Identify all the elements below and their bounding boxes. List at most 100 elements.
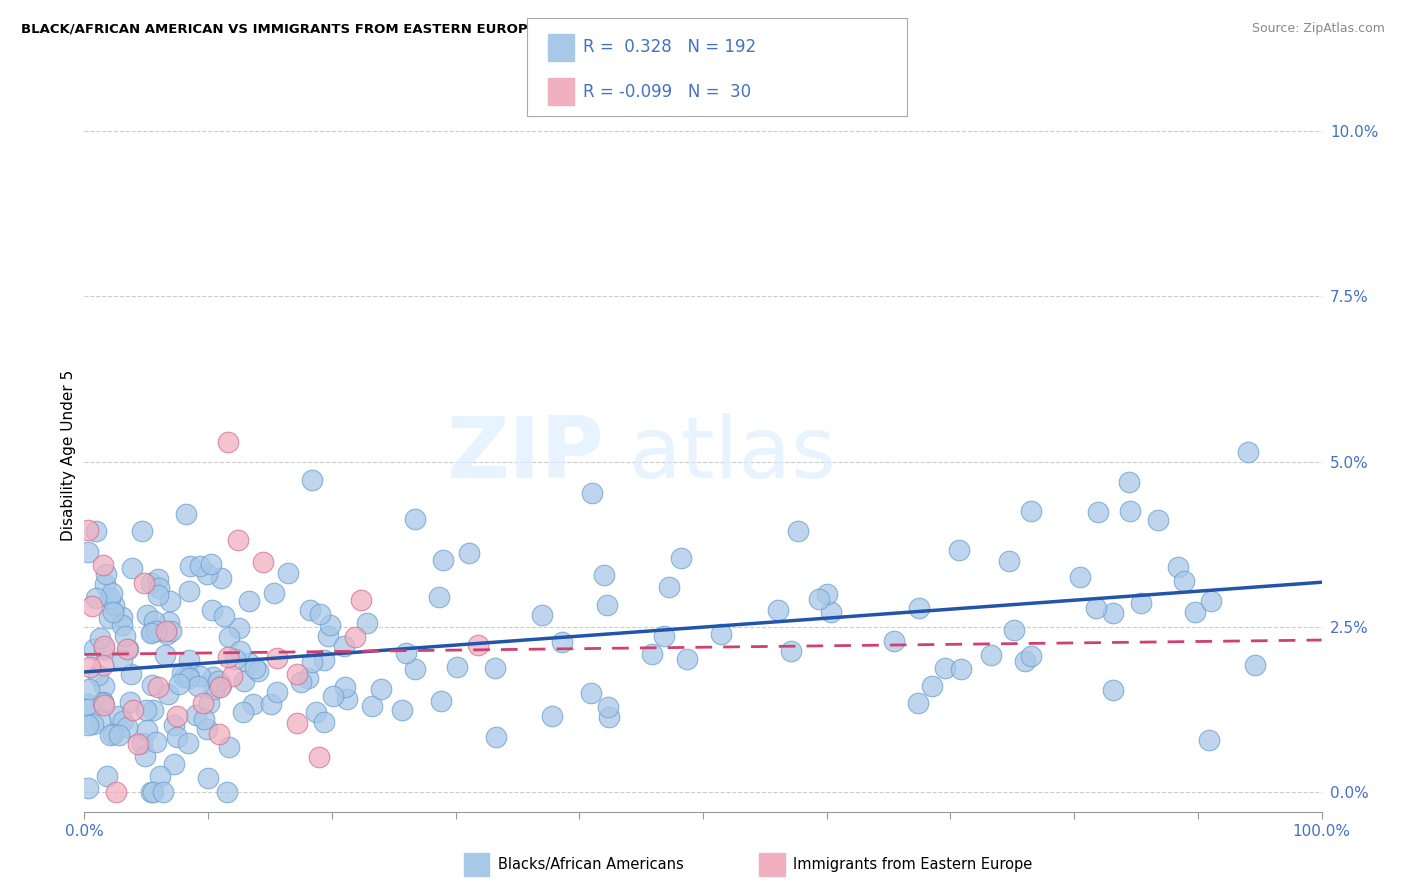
- Point: [1087, 505, 1109, 519]
- Point: [285, 667, 308, 681]
- Point: [153, 648, 176, 662]
- Point: [202, 670, 225, 684]
- Point: [446, 660, 468, 674]
- Point: [77, 545, 100, 559]
- Point: [467, 638, 489, 652]
- Point: [301, 655, 323, 669]
- Point: [201, 602, 224, 616]
- Point: [198, 696, 221, 710]
- Point: [252, 555, 274, 569]
- Point: [114, 629, 136, 643]
- Point: [187, 679, 209, 693]
- Point: [86, 668, 108, 682]
- Text: ZIP: ZIP: [446, 413, 605, 497]
- Point: [1118, 475, 1140, 490]
- Point: [243, 661, 266, 675]
- Point: [156, 626, 179, 640]
- Point: [596, 700, 619, 714]
- Point: [391, 703, 413, 717]
- Point: [305, 705, 328, 719]
- Point: [159, 624, 181, 638]
- Point: [135, 608, 157, 623]
- Point: [485, 731, 508, 745]
- Point: [484, 661, 506, 675]
- Point: [1101, 606, 1123, 620]
- Point: [132, 576, 155, 591]
- Point: [97, 611, 120, 625]
- Point: [551, 635, 574, 649]
- Point: [121, 561, 143, 575]
- Point: [200, 558, 222, 572]
- Point: [1002, 623, 1025, 637]
- Point: [218, 739, 240, 754]
- Point: [807, 591, 830, 606]
- Point: [301, 474, 323, 488]
- Point: [108, 728, 131, 742]
- Point: [332, 639, 354, 653]
- Point: [1184, 605, 1206, 619]
- Point: [163, 718, 186, 732]
- Point: [1173, 574, 1195, 588]
- Point: [980, 648, 1002, 663]
- Text: atlas: atlas: [628, 413, 837, 497]
- Point: [177, 653, 200, 667]
- Point: [188, 558, 211, 573]
- Point: [193, 712, 215, 726]
- Point: [159, 593, 181, 607]
- Point: [1119, 504, 1142, 518]
- Point: [170, 666, 193, 681]
- Point: [91, 696, 114, 710]
- Point: [246, 664, 269, 678]
- Point: [658, 581, 681, 595]
- Y-axis label: Disability Age Under 5: Disability Age Under 5: [60, 369, 76, 541]
- Point: [179, 669, 201, 683]
- Point: [98, 728, 121, 742]
- Point: [336, 692, 359, 706]
- Point: [260, 697, 283, 711]
- Point: [215, 785, 238, 799]
- Point: [312, 653, 335, 667]
- Point: [432, 553, 454, 567]
- Point: [766, 603, 789, 617]
- Point: [120, 667, 142, 681]
- Point: [815, 587, 838, 601]
- Point: [191, 696, 214, 710]
- Point: [356, 616, 378, 631]
- Point: [141, 624, 163, 639]
- Point: [93, 679, 115, 693]
- Point: [395, 646, 418, 660]
- Point: [105, 785, 128, 799]
- Point: [1199, 593, 1222, 607]
- Point: [232, 705, 254, 719]
- Point: [142, 703, 165, 717]
- Point: [907, 697, 929, 711]
- Point: [217, 650, 239, 665]
- Point: [404, 662, 426, 676]
- Point: [77, 780, 100, 795]
- Point: [1243, 658, 1265, 673]
- Point: [127, 738, 149, 752]
- Point: [115, 642, 138, 657]
- Point: [156, 687, 179, 701]
- Point: [404, 512, 426, 526]
- Point: [921, 679, 943, 693]
- Point: [229, 643, 252, 657]
- Point: [91, 558, 114, 572]
- Point: [139, 785, 162, 799]
- Point: [135, 723, 157, 737]
- Point: [266, 685, 288, 699]
- Point: [1085, 601, 1108, 615]
- Point: [145, 624, 167, 638]
- Point: [429, 694, 451, 708]
- Point: [263, 585, 285, 599]
- Point: [218, 630, 240, 644]
- Text: BLACK/AFRICAN AMERICAN VS IMMIGRANTS FROM EASTERN EUROPE DISABILITY AGE UNDER 5 : BLACK/AFRICAN AMERICAN VS IMMIGRANTS FRO…: [21, 22, 894, 36]
- Point: [101, 727, 124, 741]
- Point: [195, 722, 218, 736]
- Point: [1129, 596, 1152, 610]
- Point: [148, 581, 170, 595]
- Point: [1236, 444, 1258, 458]
- Point: [135, 703, 157, 717]
- Point: [579, 686, 602, 700]
- Point: [195, 566, 218, 581]
